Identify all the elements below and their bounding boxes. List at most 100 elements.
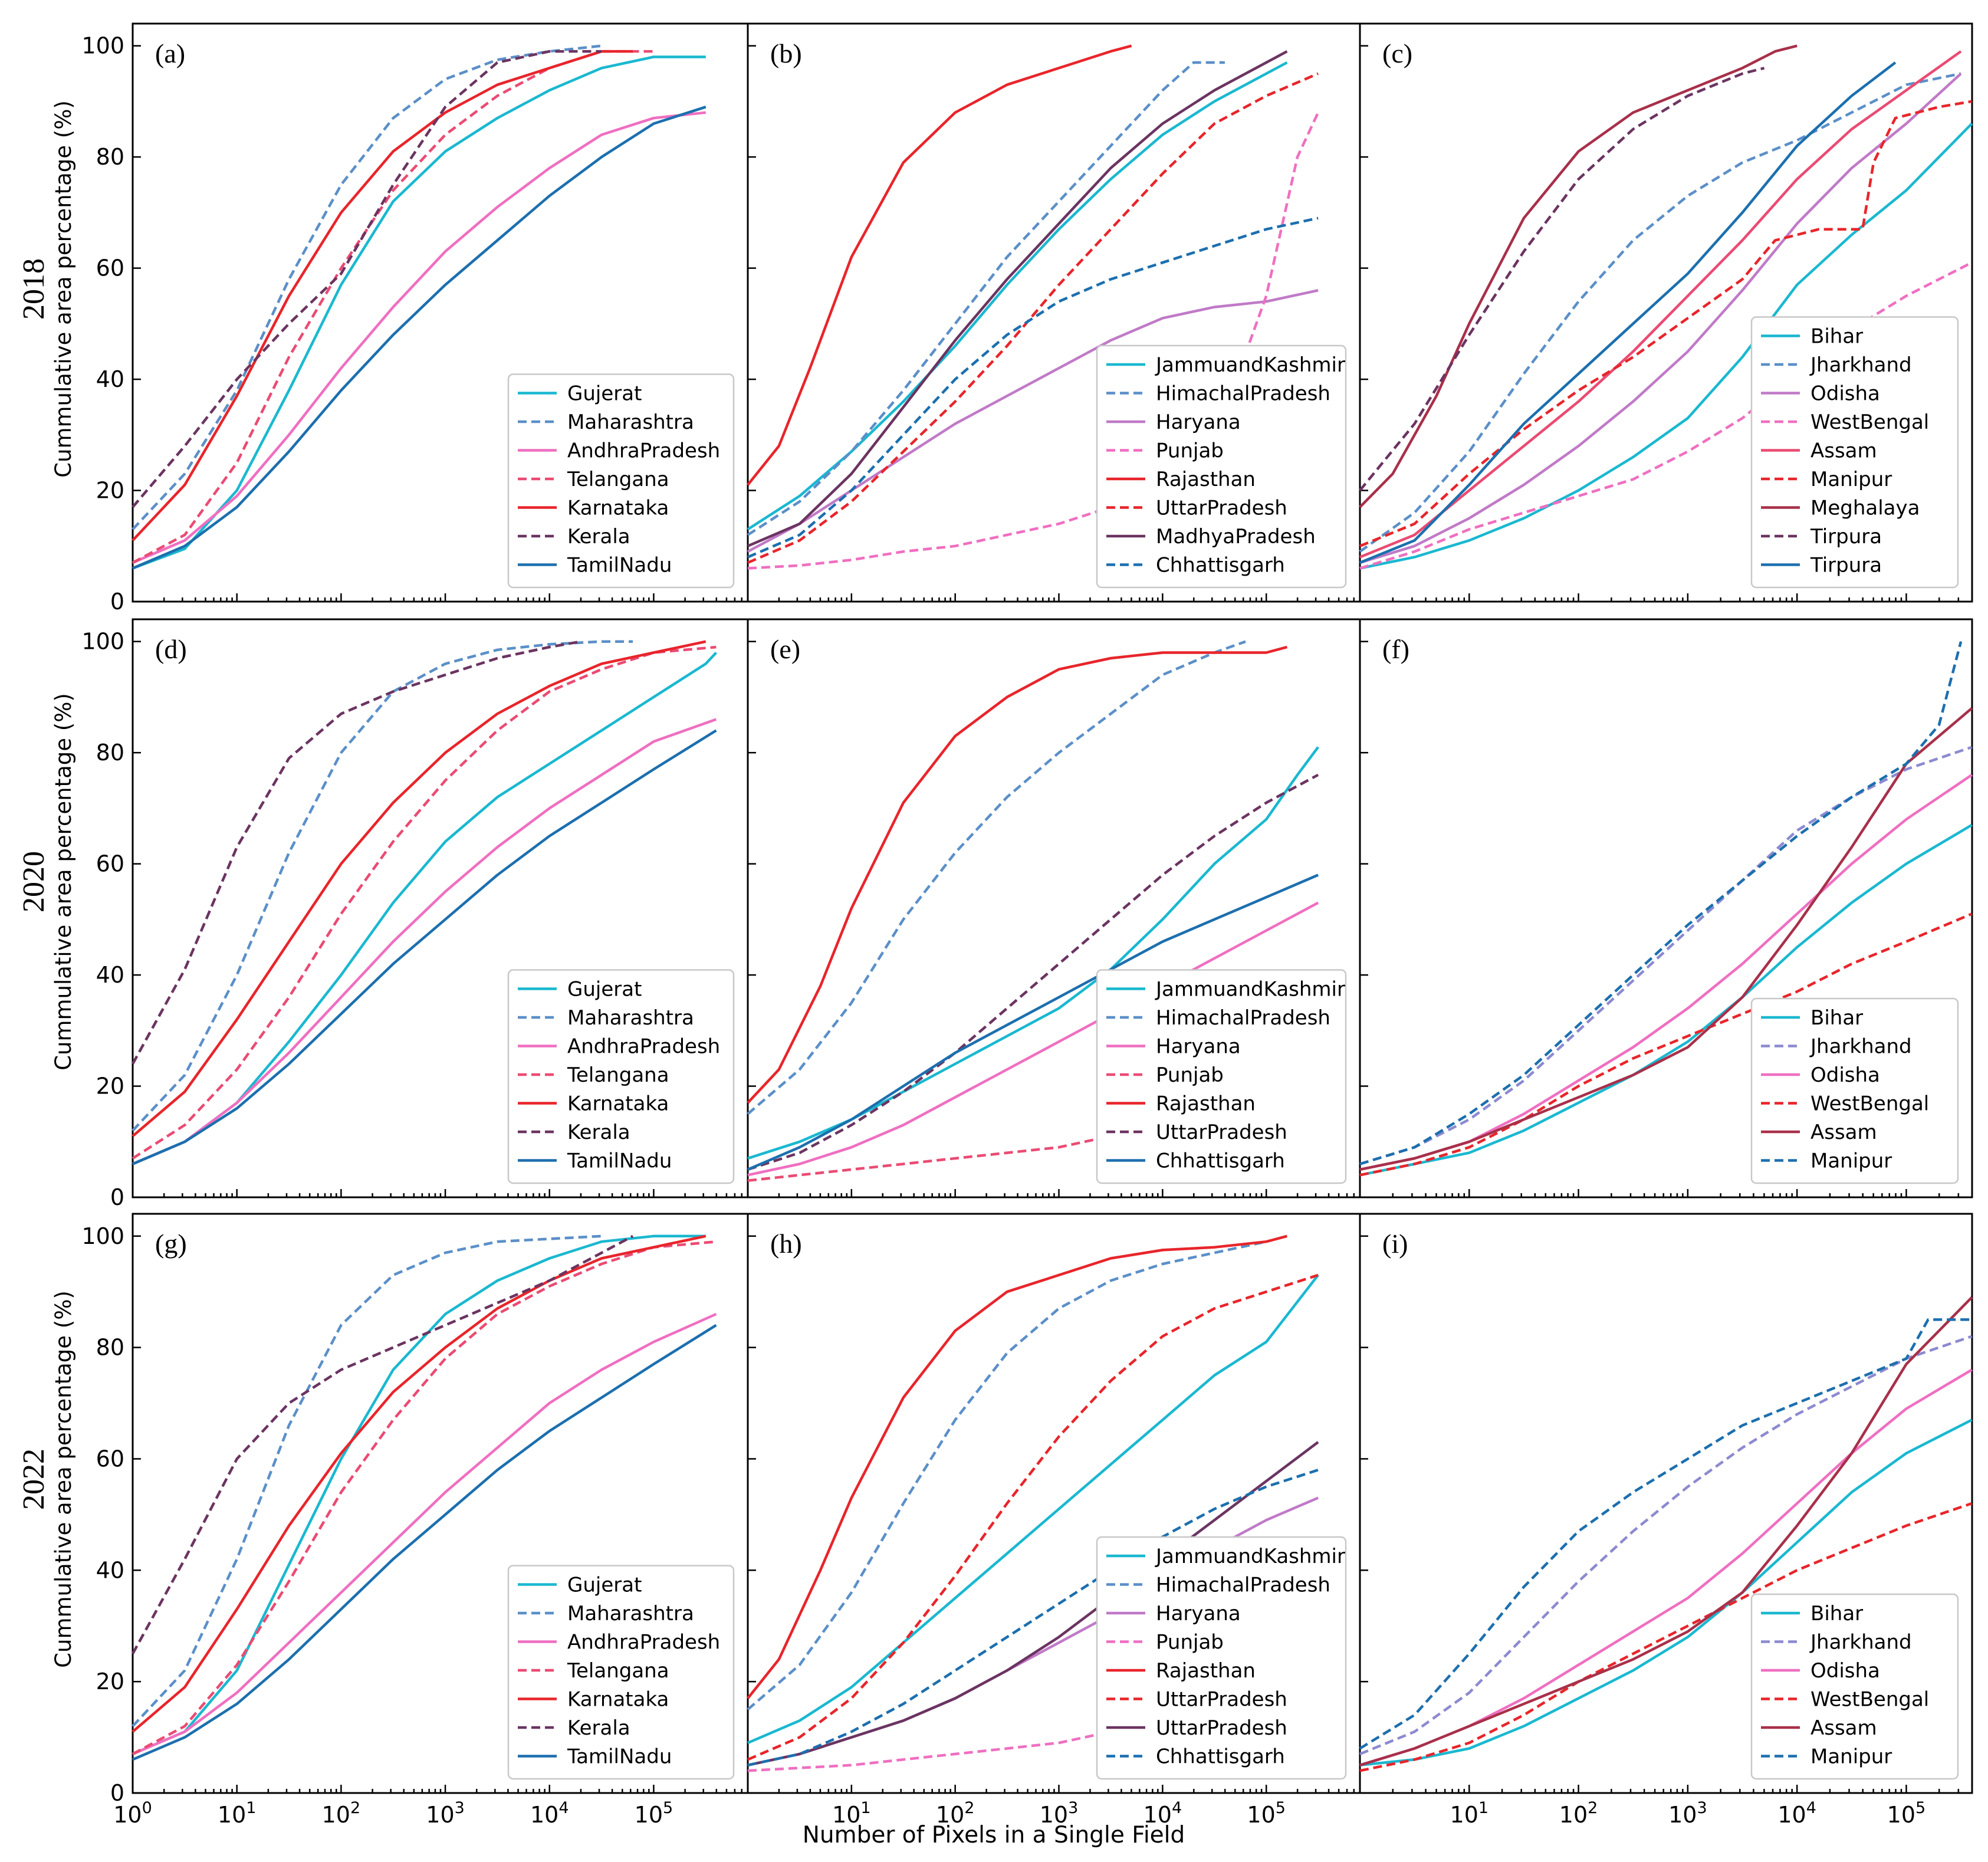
legend-box xyxy=(1096,344,1347,589)
legend-label: Jharkhand xyxy=(1809,1035,1912,1059)
series-line-bihar xyxy=(1359,123,1973,570)
y-tick-label: 20 xyxy=(96,478,124,504)
y-tick-label: 100 xyxy=(81,629,124,655)
legend-box xyxy=(1096,1536,1347,1780)
y-axis-label-row2: Cummulative area percentage (%) xyxy=(51,693,76,1070)
series-line-kerala xyxy=(132,640,581,1065)
legend-label: WestBengal xyxy=(1810,1688,1929,1712)
panel-b: (b) JammuandKashmir HimachalPradesh Haryana… xyxy=(747,22,1361,603)
series-line-maharashtra xyxy=(132,1234,602,1728)
series-line-manipur xyxy=(1359,641,1963,1165)
axes-frame xyxy=(1359,618,1973,1198)
legend-label: WestBengal xyxy=(1810,411,1929,434)
legend-label: MadhyaPradesh xyxy=(1156,525,1316,549)
legend-label: Maharashtra xyxy=(567,1006,694,1030)
series-line-manipur xyxy=(1359,1318,1972,1750)
legend-label: Chhattisgarh xyxy=(1156,1150,1285,1173)
legend-label: JammuandKashmir xyxy=(1155,1545,1345,1568)
y-axis-label-row1: Cummulative area percentage (%) xyxy=(51,100,76,478)
legend-label: Karnataka xyxy=(567,1092,669,1116)
y-tick-label: 40 xyxy=(96,1557,124,1583)
legend-label: Manipur xyxy=(1810,468,1892,491)
legend-box xyxy=(1750,316,1959,589)
legend-label: HimachalPradesh xyxy=(1156,1006,1330,1030)
y-tick-label: 100 xyxy=(81,1223,124,1249)
legend-label: HimachalPradesh xyxy=(1156,1574,1330,1597)
series-line-uttarpradesh xyxy=(747,1441,1319,1766)
y-tick-label: 0 xyxy=(110,589,124,615)
series-line-tamilnadu xyxy=(132,1324,717,1761)
series-line-andhrapradesh xyxy=(132,1312,717,1755)
series-line-telangana xyxy=(132,645,717,1160)
legend: Bihar Jharkhand Odisha WestBengal Assam Manip… xyxy=(1750,1593,1959,1780)
y-axis-label-row3: Cummulative area percentage (%) xyxy=(51,1290,76,1668)
legend-label: Manipur xyxy=(1810,1150,1892,1173)
series-line-kerala xyxy=(132,1234,634,1654)
y-tick-label: 100 xyxy=(81,33,124,59)
legend-label: Assam xyxy=(1810,1121,1877,1144)
legend-box xyxy=(1750,1593,1959,1780)
panel-label: (f) xyxy=(1382,634,1409,664)
legend-label: Rajasthan xyxy=(1156,468,1256,491)
panel-label: (e) xyxy=(770,634,800,664)
series-line-rajasthan xyxy=(747,44,1132,486)
legend: JammuandKashmir HimachalPradesh Haryana Pun… xyxy=(1096,344,1347,589)
series-line-jammuandkashmir xyxy=(747,1274,1319,1745)
series-line-uttarpradesh xyxy=(747,72,1319,564)
panel-label: (c) xyxy=(1382,38,1412,68)
legend-label: Punjab xyxy=(1156,1063,1224,1087)
legend-label: Rajasthan xyxy=(1156,1659,1256,1683)
x-tick-label: 101 xyxy=(218,1799,257,1828)
legend-label: Kerala xyxy=(567,1716,630,1740)
series-line-madhyapradesh xyxy=(747,50,1288,547)
y-tick-label: 80 xyxy=(96,144,124,170)
legend: JammuandKashmir HimachalPradesh Haryana Pun… xyxy=(1096,969,1347,1184)
panel-f: (f) Bihar Jharkhand Odisha WestBengal Assam Ma… xyxy=(1359,618,1973,1198)
legend-label: Tirpura xyxy=(1810,554,1882,577)
legend-label: Manipur xyxy=(1810,1745,1892,1769)
legend-label: Haryana xyxy=(1156,1035,1241,1059)
panel-label: (i) xyxy=(1382,1229,1408,1259)
legend-label: Punjab xyxy=(1156,439,1224,463)
legend: JammuandKashmir HimachalPradesh Haryana Pun… xyxy=(1096,1536,1347,1780)
series-line-andhrapradesh xyxy=(132,718,717,1165)
legend-label: JammuandKashmir xyxy=(1155,978,1345,1001)
legend: Bihar Jharkhand Odisha WestBengal Assam Manip… xyxy=(1750,997,1959,1184)
series-line-jharkhand xyxy=(1359,72,1961,553)
legend-label: Kerala xyxy=(567,1121,630,1144)
legend-label: AndhraPradesh xyxy=(567,439,720,463)
panel-label: (h) xyxy=(770,1229,802,1259)
y-tick-label: 0 xyxy=(110,1780,124,1806)
legend-label: TamilNadu xyxy=(567,554,672,577)
legend-label: Odisha xyxy=(1810,1063,1880,1087)
series-line-maharashtra xyxy=(132,640,633,1132)
y-tick-label: 40 xyxy=(96,366,124,392)
legend: Gujerat Maharashtra AndhraPradesh Telangana… xyxy=(507,373,735,589)
series-line-karnataka xyxy=(132,640,707,1138)
legend-box xyxy=(1750,997,1959,1184)
legend-label: Tirpura xyxy=(1810,525,1882,549)
series-line-maharashtra xyxy=(132,44,602,531)
x-tick-label: 103 xyxy=(1040,1799,1079,1828)
legend-label: Telangana xyxy=(567,1659,669,1683)
x-tick-label: 105 xyxy=(1887,1799,1926,1828)
legend-label: Odisha xyxy=(1810,1659,1880,1683)
series-line-rajasthan xyxy=(747,1234,1287,1699)
y-tick-label: 60 xyxy=(96,1446,124,1472)
legend-label: Haryana xyxy=(1156,1602,1241,1625)
legend-label: Karnataka xyxy=(567,1688,669,1712)
panel-d: 0 20 40 60 80 100 (d) Gujerat Maharashtra AndhraP… xyxy=(81,618,749,1210)
panel-label: (g) xyxy=(155,1229,187,1259)
y-tick-label: 0 xyxy=(110,1184,124,1210)
y-tick-label: 80 xyxy=(96,1335,124,1361)
legend-label: Assam xyxy=(1810,439,1877,463)
panel-e: (e) JammuandKashmir HimachalPradesh Haryana… xyxy=(747,618,1361,1198)
series-line-himachalpradesh xyxy=(747,1240,1267,1711)
legend-label: Jharkhand xyxy=(1809,353,1912,377)
x-axis-label: Number of Pixels in a Single Field xyxy=(803,1822,1185,1848)
series-line-gujerat xyxy=(132,55,706,570)
series-line-odisha xyxy=(1359,73,1962,564)
legend-label: Punjab xyxy=(1156,1631,1224,1654)
legend-label: Gujerat xyxy=(567,382,642,406)
